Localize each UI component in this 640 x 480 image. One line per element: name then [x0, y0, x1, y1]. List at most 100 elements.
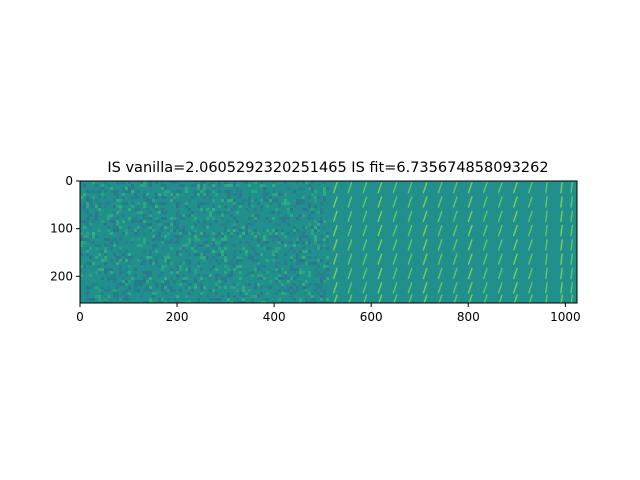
noise-cell — [92, 199, 95, 202]
noise-cell — [113, 223, 116, 226]
noise-cell — [266, 238, 269, 241]
noise-cell — [248, 298, 251, 301]
noise-cell — [98, 271, 101, 274]
noise-cell — [116, 214, 119, 217]
noise-cell — [311, 190, 314, 193]
noise-cell — [239, 268, 242, 271]
noise-cell — [158, 298, 161, 301]
noise-cell — [98, 238, 101, 241]
noise-cell — [221, 232, 224, 235]
noise-cell — [254, 286, 257, 289]
noise-cell — [80, 238, 83, 241]
noise-cell — [98, 229, 101, 232]
noise-cell — [188, 229, 191, 232]
noise-cell — [287, 211, 290, 214]
noise-cell — [236, 268, 239, 271]
noise-cell — [254, 250, 257, 253]
noise-cell — [269, 277, 272, 280]
noise-cell — [254, 253, 257, 256]
noise-cell — [122, 301, 125, 303]
stroke-mark — [362, 253, 368, 265]
stroke-mark — [347, 282, 353, 294]
noise-cell — [92, 232, 95, 235]
noise-cell — [104, 301, 107, 303]
noise-cell — [317, 268, 320, 271]
stroke-mark — [497, 224, 503, 237]
noise-cell — [128, 289, 131, 292]
noise-cell — [158, 268, 161, 271]
noise-cell — [176, 238, 179, 241]
noise-cell — [83, 262, 86, 265]
noise-cell — [233, 259, 236, 262]
stroke-mark — [482, 181, 488, 194]
stroke-mark — [497, 239, 503, 251]
noise-cell — [233, 202, 236, 205]
noise-cell — [128, 286, 131, 289]
stroke-mark — [332, 224, 338, 237]
noise-cell — [107, 292, 110, 295]
noise-cell — [233, 184, 236, 187]
noise-cell — [293, 283, 296, 286]
noise-cell — [314, 244, 317, 247]
noise-cell — [314, 220, 317, 223]
noise-cell — [137, 235, 140, 238]
noise-cell — [269, 199, 272, 202]
noise-cell — [104, 298, 107, 301]
noise-cell — [314, 202, 317, 205]
noise-cell — [122, 244, 125, 247]
noise-cell — [320, 295, 323, 298]
noise-cell — [98, 253, 101, 256]
noise-cell — [131, 292, 134, 295]
noise-cell — [248, 205, 251, 208]
noise-cell — [89, 235, 92, 238]
noise-cell — [278, 232, 281, 235]
noise-cell — [221, 268, 224, 271]
noise-cell — [230, 289, 233, 292]
noise-cell — [122, 259, 125, 262]
noise-cell — [221, 223, 224, 226]
noise-cell — [224, 196, 227, 199]
noise-cell — [137, 199, 140, 202]
noise-cell — [269, 181, 272, 184]
noise-cell — [251, 217, 254, 220]
noise-cell — [254, 232, 257, 235]
noise-cell — [308, 292, 311, 295]
noise-cell — [308, 217, 311, 220]
stroke-mark — [545, 294, 548, 303]
stroke-mark — [513, 294, 518, 303]
noise-cell — [239, 232, 242, 235]
noise-cell — [308, 289, 311, 292]
noise-cell — [206, 211, 209, 214]
noise-cell — [113, 295, 116, 298]
noise-cell — [104, 229, 107, 232]
noise-cell — [320, 238, 323, 241]
noise-cell — [137, 220, 140, 223]
noise-cell — [188, 259, 191, 262]
noise-cell — [251, 199, 254, 202]
noise-cell — [314, 301, 317, 303]
noise-cell — [131, 295, 134, 298]
noise-cell — [242, 226, 245, 229]
noise-cell — [89, 286, 92, 289]
stroke-mark — [422, 267, 428, 280]
noise-cell — [110, 241, 113, 244]
axes-frame — [79, 180, 578, 304]
noise-cell — [176, 223, 179, 226]
stroke-mark — [377, 181, 383, 194]
noise-cell — [281, 184, 284, 187]
stroke-mark — [392, 224, 398, 237]
noise-cell — [233, 217, 236, 220]
noise-cell — [305, 274, 308, 277]
noise-cell — [209, 250, 212, 253]
noise-cell — [89, 262, 92, 265]
noise-cell — [251, 253, 254, 256]
noise-cell — [206, 235, 209, 238]
noise-cell — [80, 295, 83, 298]
noise-cell — [167, 250, 170, 253]
noise-cell — [311, 265, 314, 268]
noise-cell — [143, 256, 146, 259]
noise-cell — [287, 217, 290, 220]
noise-cell — [230, 229, 233, 232]
noise-cell — [152, 295, 155, 298]
noise-cell — [167, 202, 170, 205]
